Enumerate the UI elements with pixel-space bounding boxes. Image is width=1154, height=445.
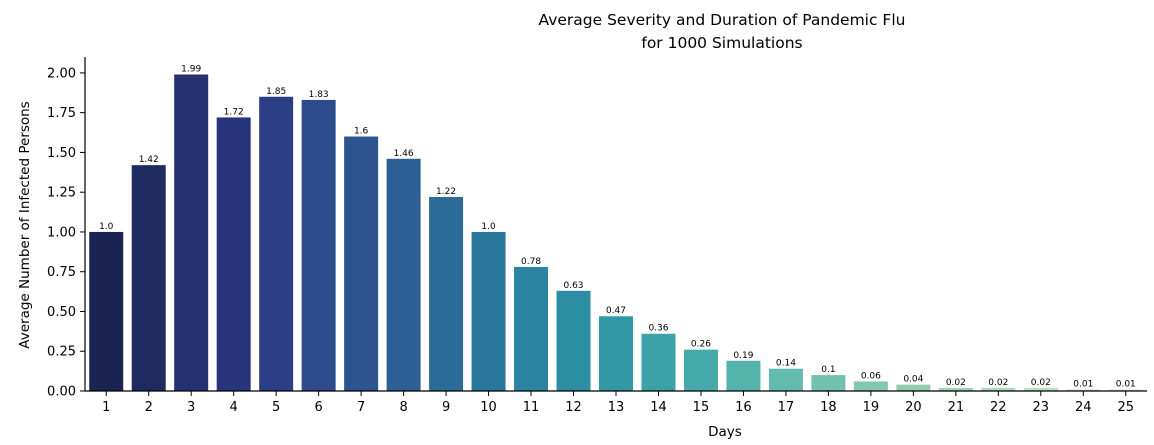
x-tick-label: 18 — [820, 400, 837, 415]
bar-day-11 — [514, 266, 549, 391]
value-label-day-7: 1.6 — [354, 127, 369, 137]
x-axis-label: Days — [708, 424, 742, 440]
bar-day-9 — [429, 196, 464, 391]
y-axis-label: Average Number of Infected Persons — [17, 101, 33, 348]
x-tick-label: 3 — [187, 400, 195, 415]
x-tick-label: 14 — [650, 400, 667, 415]
value-label-day-14: 0.36 — [648, 324, 668, 334]
x-tick-label: 20 — [905, 400, 922, 415]
bar-day-3 — [174, 74, 209, 391]
x-tick-label: 2 — [145, 400, 153, 415]
value-label-day-8: 1.46 — [394, 149, 414, 159]
x-tick-label: 17 — [778, 400, 795, 415]
value-label-day-13: 0.47 — [606, 306, 626, 316]
bar-day-15 — [683, 349, 718, 391]
value-label-day-4: 1.72 — [224, 107, 244, 117]
value-label-day-12: 0.63 — [563, 281, 583, 291]
bar-day-14 — [641, 333, 676, 391]
bar-day-5 — [259, 96, 294, 391]
x-tick-label: 21 — [948, 400, 965, 415]
bar-day-17 — [768, 368, 803, 391]
value-label-day-18: 0.1 — [821, 365, 835, 375]
y-tick-label: 1.25 — [47, 186, 76, 201]
x-tick-label: 22 — [990, 400, 1007, 415]
x-tick-label: 12 — [565, 400, 582, 415]
value-label-day-5: 1.85 — [266, 87, 286, 97]
y-axis: 0.00 0.25 0.50 0.75 1.00 1.25 1.50 1.75 2.00 — [47, 66, 85, 400]
y-tick-label: 0.25 — [47, 345, 76, 360]
bar-day-22 — [981, 387, 1016, 391]
x-tick-label: 9 — [442, 400, 450, 415]
value-label-day-23: 0.02 — [1031, 378, 1051, 388]
bar-day-24 — [1066, 389, 1101, 391]
bar-day-18 — [811, 375, 846, 391]
value-label-day-16: 0.19 — [733, 351, 753, 361]
bar-day-25 — [1108, 389, 1143, 391]
value-label-day-25: 0.01 — [1116, 379, 1136, 389]
x-tick-label: 1 — [102, 400, 110, 415]
value-label-day-15: 0.26 — [691, 340, 711, 350]
bar-series — [89, 74, 1143, 391]
bar-day-1 — [89, 231, 124, 391]
y-tick-label: 0.50 — [47, 305, 76, 320]
chart-title-line-2: for 1000 Simulations — [641, 34, 802, 52]
x-tick-label: 15 — [693, 400, 710, 415]
x-tick-label: 13 — [608, 400, 625, 415]
bar-day-12 — [556, 290, 591, 391]
x-tick-label: 16 — [735, 400, 752, 415]
bar-day-8 — [386, 158, 421, 391]
y-tick-label: 0.75 — [47, 265, 76, 280]
value-labels: 1.0 1.42 1.99 1.72 1.85 1.83 1.6 1.46 1.22 1.0 0.7… — [99, 64, 1136, 389]
x-axis: 1 2 3 4 5 6 7 8 9 10 11 12 13 14 15 16 17 18 19 20 21 22 23 24 2… — [102, 391, 1134, 415]
y-tick-label: 2.00 — [47, 66, 76, 81]
value-label-day-10: 1.0 — [481, 222, 496, 232]
value-label-day-21: 0.02 — [946, 378, 966, 388]
value-label-day-1: 1.0 — [99, 222, 114, 232]
x-tick-label: 10 — [480, 400, 497, 415]
bar-day-16 — [726, 360, 761, 391]
x-tick-label: 5 — [272, 400, 280, 415]
x-tick-label: 8 — [399, 400, 407, 415]
y-tick-label: 0.00 — [47, 385, 76, 400]
value-label-day-19: 0.06 — [861, 371, 881, 381]
y-tick-label: 1.75 — [47, 106, 76, 121]
bar-day-13 — [599, 316, 633, 391]
y-tick-label: 1.00 — [47, 225, 76, 240]
value-label-day-24: 0.01 — [1073, 379, 1093, 389]
bar-day-20 — [896, 384, 931, 391]
value-label-day-2: 1.42 — [139, 155, 159, 165]
bar-day-6 — [301, 99, 336, 391]
bar-day-19 — [853, 381, 888, 391]
x-tick-label: 6 — [314, 400, 322, 415]
bar-day-7 — [344, 136, 379, 391]
value-label-day-6: 1.83 — [309, 90, 329, 100]
value-label-day-17: 0.14 — [776, 359, 796, 369]
bar-day-23 — [1023, 387, 1058, 391]
chart-title-line-1: Average Severity and Duration of Pandemi… — [539, 11, 906, 29]
y-tick-label: 1.50 — [47, 146, 76, 161]
bar-day-4 — [216, 117, 251, 391]
value-label-day-20: 0.04 — [903, 375, 923, 385]
value-label-day-9: 1.22 — [436, 187, 456, 197]
x-tick-label: 4 — [230, 400, 238, 415]
x-tick-label: 23 — [1033, 400, 1050, 415]
x-tick-label: 7 — [357, 400, 365, 415]
value-label-day-22: 0.02 — [988, 378, 1008, 388]
value-label-day-11: 0.78 — [521, 257, 541, 267]
value-label-day-3: 1.99 — [181, 64, 201, 74]
x-tick-label: 11 — [523, 400, 540, 415]
x-tick-label: 19 — [863, 400, 880, 415]
x-tick-label: 25 — [1117, 400, 1134, 415]
bar-day-10 — [471, 231, 506, 391]
bar-day-21 — [938, 387, 973, 391]
x-tick-label: 24 — [1075, 400, 1092, 415]
bar-day-2 — [131, 165, 166, 391]
